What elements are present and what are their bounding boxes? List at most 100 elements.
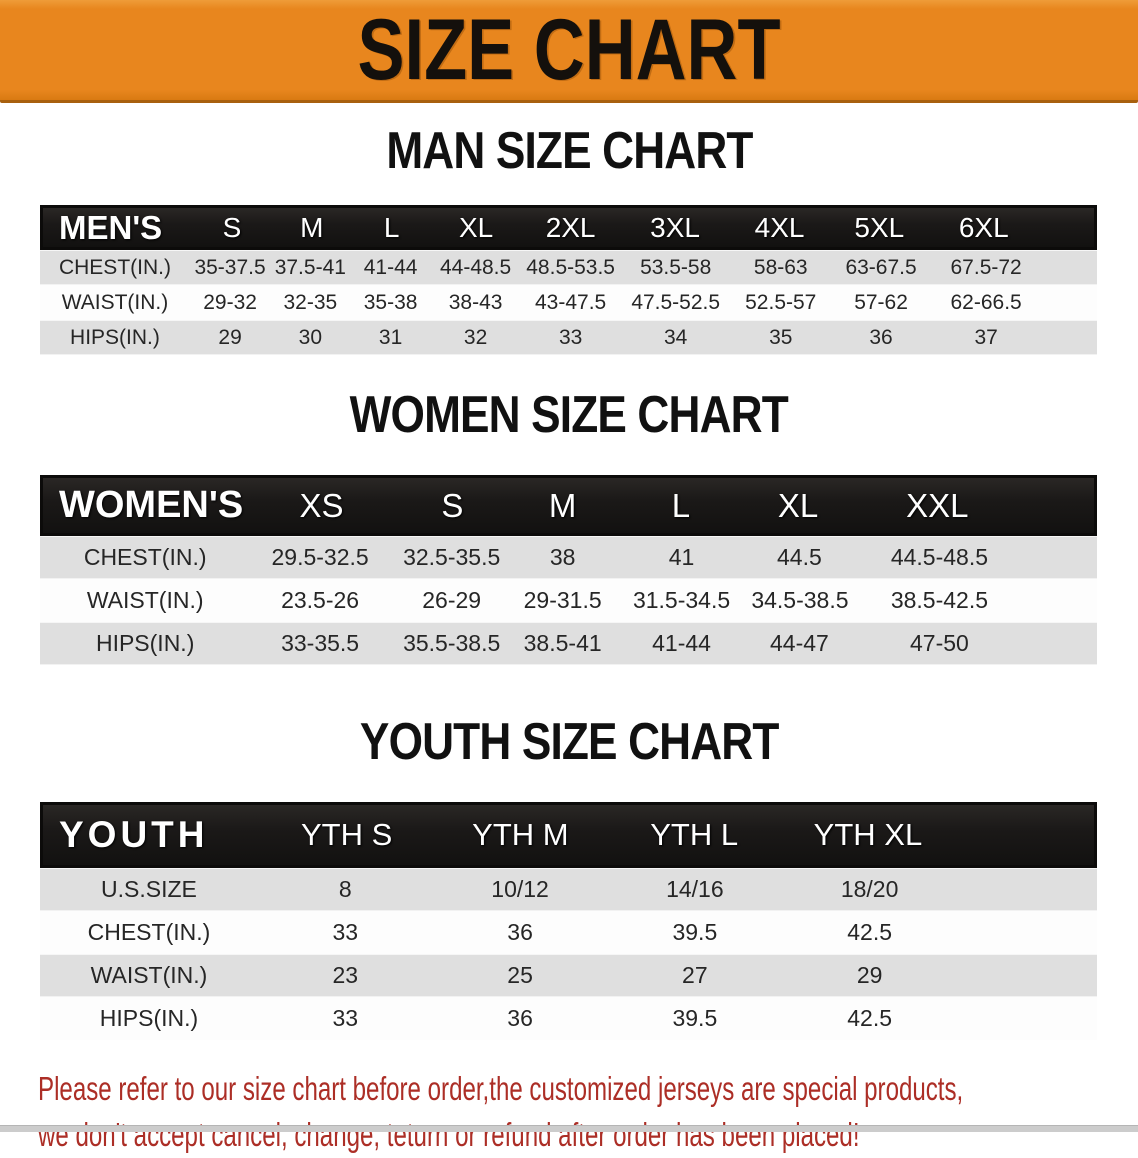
column-header: M [300, 211, 324, 243]
row-label: CHEST(IN.) [58, 255, 171, 279]
table-row: CHEST(IN.) 33 36 39.5 42.5 [40, 911, 1097, 954]
size-value: 36 [507, 1005, 533, 1031]
column-header: XL [458, 211, 494, 243]
size-value: 31 [378, 325, 403, 349]
size-value: 41-44 [363, 255, 418, 279]
size-value: 37.5-41 [274, 255, 346, 279]
bottom-edge-divider [0, 1125, 1138, 1132]
size-value: 48.5-53.5 [526, 255, 615, 279]
disclaimer-line-1: Please refer to our size chart before or… [38, 1070, 964, 1107]
row-label: CHEST(IN.) [87, 919, 211, 945]
size-value: 32-35 [283, 290, 338, 314]
size-value: 39.5 [672, 1005, 718, 1031]
size-value: 44-47 [769, 630, 829, 656]
size-value: 33-35.5 [281, 630, 360, 656]
size-value: 23.5-26 [281, 587, 360, 613]
size-value: 44.5-48.5 [890, 544, 989, 570]
women-section-heading: WOMEN SIZE CHART [0, 386, 1138, 449]
table-row: WAIST(IN.) 23.5-26 26-29 29-31.5 31.5-34.5 34… [40, 579, 1097, 622]
size-value: 38.5-42.5 [890, 587, 989, 613]
size-value: 34.5-38.5 [751, 587, 849, 613]
men-section-title: MAN SIZE CHART [385, 122, 753, 180]
size-value: 63-67.5 [845, 255, 917, 279]
size-value: 43-47.5 [535, 290, 607, 314]
column-header: S [222, 211, 242, 243]
size-value: 58-63 [753, 255, 808, 279]
size-value: 32.5-35.5 [403, 544, 501, 570]
size-value: 47-50 [910, 630, 969, 656]
table-header-row: WOMEN'S XS S M L XL XXL [40, 475, 1097, 536]
table-corner-label: YOUTH [59, 814, 209, 855]
disclaimer-footer: Please refer to our size chart before or… [38, 1066, 1138, 1158]
column-header: XXL [906, 486, 969, 524]
size-value: 8 [338, 876, 352, 902]
size-value: 38 [549, 544, 576, 570]
size-chart-banner: SIZE CHART [0, 0, 1138, 103]
size-value: 41 [668, 544, 695, 570]
column-header: 3XL [650, 211, 700, 243]
size-value: 31.5-34.5 [632, 587, 731, 613]
men-size-table: MEN'S S M L XL 2XL 3XL 4XL 5XL 6XL CHEST(IN.) 35-37… [40, 205, 1097, 355]
size-value: 38.5-41 [523, 630, 602, 656]
row-label: HIPS(IN.) [70, 325, 160, 349]
column-header: S [441, 486, 464, 524]
size-value: 27 [682, 962, 708, 988]
table-row: HIPS(IN.) 33-35.5 35.5-38.5 38.5-41 41-44 44-… [40, 622, 1097, 665]
row-label: U.S.SIZE [101, 876, 197, 902]
size-value: 37 [974, 325, 998, 349]
size-value: 18/20 [840, 876, 899, 902]
column-header: 6XL [958, 211, 1009, 243]
size-value: 29 [856, 962, 883, 988]
column-header: XL [777, 486, 819, 524]
table-row: U.S.SIZE 8 10/12 14/16 18/20 [40, 868, 1097, 911]
size-value: 33 [332, 919, 359, 945]
size-value: 47.5-52.5 [631, 290, 721, 314]
column-header: YTH XL [813, 817, 923, 852]
table-row: WAIST(IN.) 23 25 27 29 [40, 954, 1097, 997]
size-value: 35.5-38.5 [403, 630, 501, 656]
size-value: 36 [507, 919, 533, 945]
youth-size-table: YOUTH YTH S YTH M YTH L YTH XL U.S.SIZE 8 10/12… [40, 802, 1097, 1040]
size-value: 39.5 [672, 919, 718, 945]
banner-title: SIZE CHART [357, 2, 781, 98]
size-value: 38-43 [448, 290, 503, 314]
size-value: 32 [463, 325, 488, 349]
size-value: 44.5 [777, 544, 822, 570]
size-value: 44-48.5 [439, 255, 512, 279]
size-value: 29-32 [203, 290, 257, 314]
size-value: 57-62 [854, 290, 908, 314]
youth-section-heading: YOUTH SIZE CHART [0, 716, 1138, 776]
men-section-heading: MAN SIZE CHART [0, 122, 1138, 185]
column-header: YTH M [472, 817, 569, 852]
size-value: 35-38 [363, 290, 418, 314]
size-value: 23 [332, 962, 359, 988]
column-header: L [671, 486, 691, 524]
table-header-row: YOUTH YTH S YTH M YTH L YTH XL [40, 802, 1097, 868]
row-label: CHEST(IN.) [83, 544, 207, 570]
table-header-row: MEN'S S M L XL 2XL 3XL 4XL 5XL 6XL [40, 205, 1097, 250]
column-header: YTH S [300, 817, 393, 852]
size-value: 26-29 [422, 587, 482, 613]
size-value: 10/12 [491, 876, 549, 902]
row-label: HIPS(IN.) [99, 1005, 199, 1031]
disclaimer-line-2: we don't accept cancel, change, teturn o… [38, 1116, 860, 1153]
size-value: 42.5 [847, 1005, 892, 1031]
size-value: 33 [558, 325, 583, 349]
women-section-title: WOMEN SIZE CHART [349, 386, 789, 444]
size-value: 30 [298, 325, 322, 349]
size-value: 53.5-58 [640, 255, 712, 279]
table-corner-label: WOMEN'S [59, 484, 244, 526]
table-row: HIPS(IN.) 29 30 31 32 33 34 35 36 37 [40, 320, 1097, 355]
size-value: 67.5-72 [950, 255, 1022, 279]
table-row: WAIST(IN.) 29-32 32-35 35-38 38-43 43-47.5 47.… [40, 285, 1097, 320]
size-value: 35 [769, 325, 793, 349]
youth-size-section: YOUTH SIZE CHART YOUTH YTH S YTH M YTH L YTH… [0, 716, 1138, 1040]
size-value: 14/16 [666, 876, 724, 902]
size-value: 35-37.5 [194, 255, 266, 279]
column-header: XS [299, 486, 344, 524]
size-value: 62-66.5 [950, 290, 1022, 314]
size-value: 25 [507, 962, 533, 988]
size-value: 36 [869, 325, 893, 349]
row-label: HIPS(IN.) [95, 630, 195, 656]
